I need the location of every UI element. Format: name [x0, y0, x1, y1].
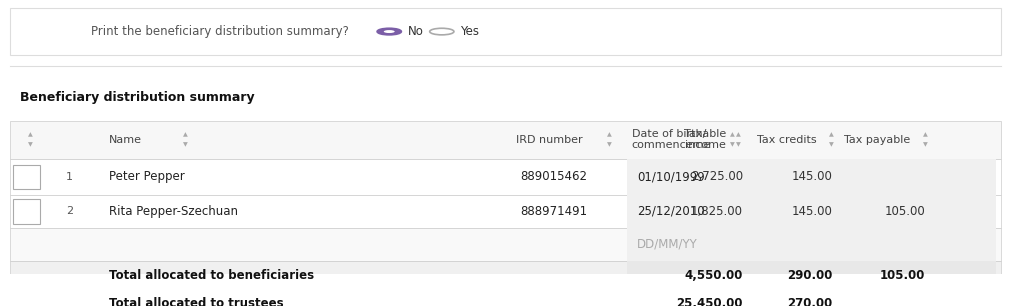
- Text: ▲: ▲: [28, 132, 32, 137]
- Text: No: No: [407, 25, 424, 38]
- Text: ▼: ▼: [736, 142, 740, 147]
- Text: commenceme: commenceme: [632, 140, 712, 151]
- FancyBboxPatch shape: [10, 261, 1001, 289]
- FancyBboxPatch shape: [10, 121, 1001, 159]
- Text: ▼: ▼: [923, 142, 927, 147]
- Text: 290.00: 290.00: [787, 269, 832, 282]
- Circle shape: [384, 30, 394, 33]
- Text: 4,550.00: 4,550.00: [684, 269, 743, 282]
- Text: 145.00: 145.00: [792, 170, 832, 184]
- Text: 889015462: 889015462: [521, 170, 587, 184]
- Circle shape: [430, 28, 454, 35]
- Text: ▲: ▲: [183, 132, 187, 137]
- Text: ▲: ▲: [736, 132, 740, 137]
- Text: Peter Pepper: Peter Pepper: [109, 170, 185, 184]
- FancyBboxPatch shape: [10, 8, 1001, 55]
- Text: Name: Name: [109, 135, 143, 145]
- FancyBboxPatch shape: [627, 195, 996, 228]
- Text: ▼: ▼: [183, 142, 187, 147]
- Text: DD/MM/YY: DD/MM/YY: [637, 238, 698, 251]
- FancyBboxPatch shape: [627, 228, 996, 261]
- Text: Yes: Yes: [460, 25, 479, 38]
- Text: Tax payable: Tax payable: [843, 135, 910, 145]
- Text: 1: 1: [66, 172, 73, 182]
- Text: 2,725.00: 2,725.00: [691, 170, 743, 184]
- FancyBboxPatch shape: [10, 195, 1001, 228]
- Text: 2: 2: [66, 206, 73, 216]
- Text: ▲: ▲: [730, 132, 734, 137]
- Text: ▲: ▲: [608, 132, 612, 137]
- Text: 145.00: 145.00: [792, 205, 832, 218]
- Text: Beneficiary distribution summary: Beneficiary distribution summary: [20, 91, 255, 104]
- FancyBboxPatch shape: [10, 159, 1001, 195]
- Text: ▼: ▼: [608, 142, 612, 147]
- Text: Tax credits: Tax credits: [757, 135, 817, 145]
- FancyBboxPatch shape: [10, 289, 1001, 306]
- Text: ▲: ▲: [923, 132, 927, 137]
- Text: 105.00: 105.00: [885, 205, 925, 218]
- FancyBboxPatch shape: [627, 289, 996, 306]
- Text: Total allocated to trustees: Total allocated to trustees: [109, 297, 284, 306]
- Text: IRD number: IRD number: [516, 135, 582, 145]
- FancyBboxPatch shape: [627, 159, 996, 195]
- Text: 105.00: 105.00: [880, 269, 925, 282]
- Text: ▼: ▼: [829, 142, 833, 147]
- Text: Print the beneficiary distribution summary?: Print the beneficiary distribution summa…: [91, 25, 349, 38]
- Text: Total allocated to beneficiaries: Total allocated to beneficiaries: [109, 269, 314, 282]
- Text: ▼: ▼: [730, 142, 734, 147]
- Text: 01/10/1999: 01/10/1999: [637, 170, 705, 184]
- FancyBboxPatch shape: [627, 261, 996, 289]
- Text: 1,825.00: 1,825.00: [692, 205, 743, 218]
- FancyBboxPatch shape: [13, 165, 40, 189]
- FancyBboxPatch shape: [10, 228, 1001, 261]
- Text: Rita Pepper-Szechuan: Rita Pepper-Szechuan: [109, 205, 239, 218]
- Text: Date of birth/: Date of birth/: [632, 129, 707, 139]
- Text: 270.00: 270.00: [787, 297, 832, 306]
- Text: ▲: ▲: [829, 132, 833, 137]
- Text: 888971491: 888971491: [521, 205, 587, 218]
- Text: income: income: [685, 140, 726, 151]
- Text: 25,450.00: 25,450.00: [676, 297, 743, 306]
- FancyBboxPatch shape: [13, 199, 40, 224]
- Circle shape: [377, 28, 401, 35]
- Text: ▼: ▼: [28, 142, 32, 147]
- Text: Taxable: Taxable: [683, 129, 726, 139]
- Text: 25/12/2010: 25/12/2010: [637, 205, 705, 218]
